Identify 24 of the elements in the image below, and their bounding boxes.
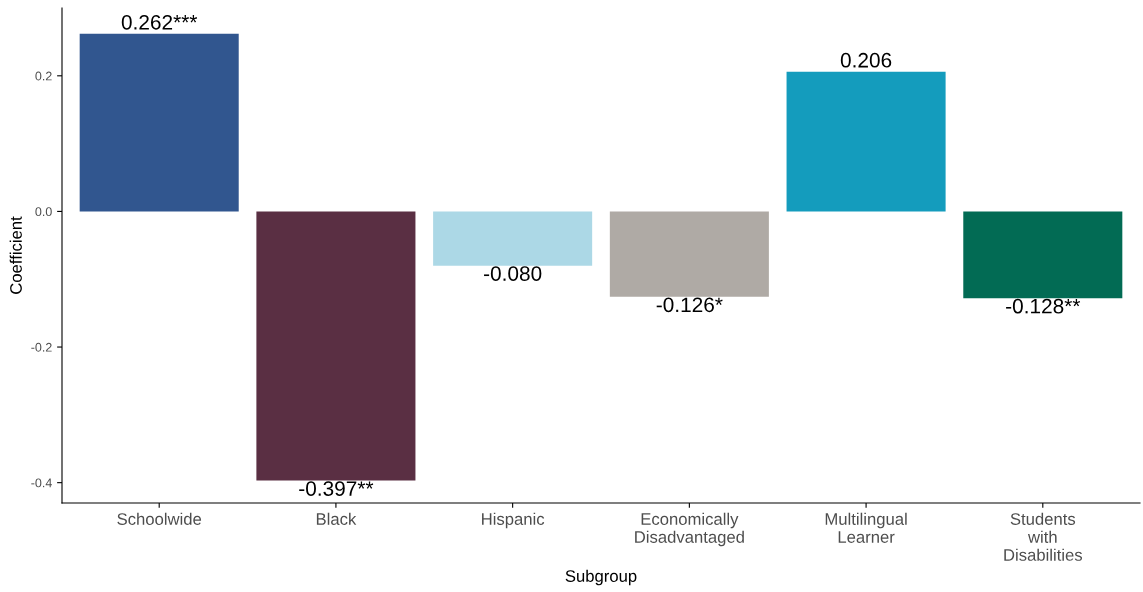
data-label: -0.397** — [299, 481, 374, 496]
x-tick-label: Schoolwide — [117, 512, 202, 525]
bar — [786, 71, 946, 212]
y-tick-label: -0.2 — [31, 342, 52, 352]
data-label: -0.126* — [656, 297, 723, 313]
x-tick-label: Economically Disadvantaged — [635, 512, 744, 547]
y-tick-label: -0.4 — [31, 478, 52, 488]
bar — [963, 211, 1123, 299]
data-label: 0.262*** — [121, 14, 198, 30]
data-label: 0.206 — [840, 52, 892, 68]
y-tick-label: 0.0 — [35, 207, 52, 217]
x-axis-title: Subgroup — [565, 569, 637, 586]
bar — [433, 211, 593, 266]
bar — [256, 211, 416, 481]
data-label: -0.128** — [1006, 298, 1081, 314]
x-tick-label: Students with Disabilities — [1004, 512, 1083, 561]
data-label: -0.080 — [484, 266, 542, 281]
x-tick-label: Black — [316, 512, 357, 525]
bar — [609, 211, 769, 297]
x-tick-label: Multilingual Learner — [825, 512, 907, 543]
x-tick-label: Hispanic — [482, 512, 545, 529]
y-axis-title: Coefficient — [9, 216, 22, 294]
y-tick-label: 0.2 — [35, 71, 52, 81]
bar — [79, 33, 239, 212]
